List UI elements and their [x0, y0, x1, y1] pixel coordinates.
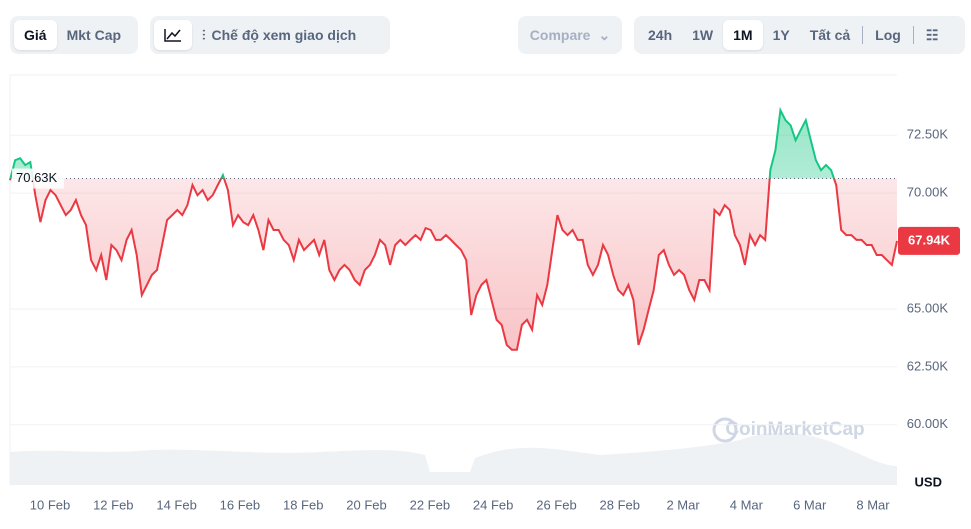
price-line-down [9, 178, 898, 351]
volume-area [10, 432, 897, 485]
current-price-marker [898, 226, 960, 255]
y-unit: USD [915, 474, 942, 489]
x-tick-label: 6 Mar [793, 497, 827, 512]
separator [912, 26, 914, 44]
range-group: 24h 1W 1M 1Y Tất cả Log ☷ [634, 16, 965, 54]
x-tick-label: 22 Feb [410, 497, 450, 512]
y-tick-label: 65.00K [907, 300, 949, 315]
x-tick-label: 4 Mar [730, 497, 764, 512]
log-toggle[interactable]: Log [875, 27, 901, 43]
compare[interactable]: Compare ⌄ [518, 16, 622, 54]
tab-mktcap[interactable]: Mkt Cap [66, 27, 122, 43]
watermark-logo [712, 417, 738, 443]
x-tick-label: 16 Feb [220, 497, 260, 512]
range[interactable]: 24h [648, 27, 673, 43]
baseline-label: 70.63K [16, 170, 58, 185]
area-down [10, 178, 897, 350]
range[interactable]: 1M [723, 20, 763, 50]
price-tabs: Giá Mkt Cap [10, 16, 138, 54]
x-tick-label: 28 Feb [600, 497, 640, 512]
trading-view[interactable]: ⫶ Chế độ xem giao dịch [202, 26, 357, 44]
x-tick-label: 24 Feb [473, 497, 513, 512]
compare-label: Compare [529, 27, 591, 43]
y-tick-label: 72.50K [907, 127, 949, 142]
range[interactable]: Tất cả [809, 27, 851, 43]
y-tick-label: 62.50K [907, 358, 949, 373]
x-tick-label: 10 Feb [30, 497, 70, 512]
view-group: ⫶ Chế độ xem giao dịch [150, 16, 390, 54]
separator [862, 26, 864, 44]
y-tick-label: 60.00K [907, 416, 949, 431]
range[interactable]: 1W [692, 27, 714, 43]
settings[interactable]: ☷ [925, 26, 939, 43]
y-tick-label: 70.00K [907, 185, 949, 200]
x-tick-label: 12 Feb [93, 497, 133, 512]
tab-price[interactable]: Giá [14, 20, 57, 50]
trading-view-label: Chế độ xem giao dịch [211, 27, 357, 43]
baseline-label-bg [12, 168, 64, 189]
icon [164, 29, 181, 42]
x-tick-label: 14 Feb [156, 497, 196, 512]
x-tick-label: 18 Feb [283, 497, 323, 512]
line-view-icon[interactable] [154, 20, 192, 50]
watermark: CoinMarketCap [725, 419, 864, 440]
area-up [10, 110, 897, 179]
x-tick-label: 2 Mar [666, 497, 700, 512]
x-tick-label: 20 Feb [346, 497, 386, 512]
x-tick-label: 8 Mar [856, 497, 890, 512]
x-tick-label: 26 Feb [536, 497, 576, 512]
range[interactable]: 1Y [772, 27, 790, 43]
current-price-label: 67.94K [908, 232, 951, 247]
